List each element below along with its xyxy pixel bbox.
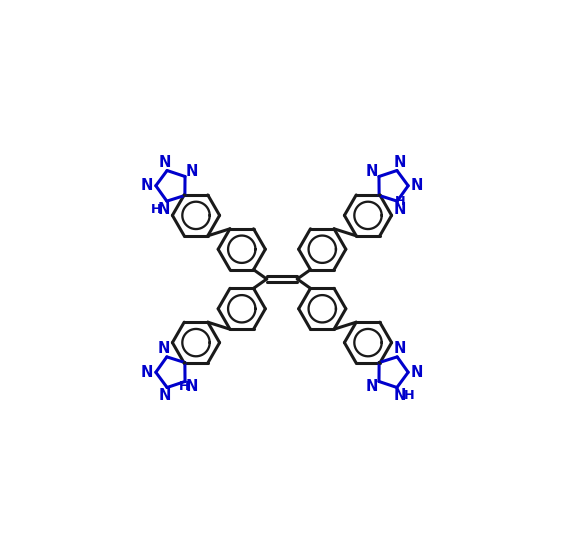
Text: H: H <box>151 203 161 216</box>
Text: N: N <box>186 164 199 179</box>
Text: N: N <box>158 388 170 403</box>
Text: N: N <box>158 341 170 356</box>
Text: N: N <box>365 164 378 179</box>
Text: H: H <box>179 380 190 393</box>
Text: N: N <box>186 379 199 394</box>
Text: H: H <box>395 195 406 208</box>
Text: N: N <box>394 155 406 170</box>
Text: N: N <box>141 178 153 193</box>
Text: N: N <box>365 379 378 394</box>
Text: N: N <box>158 155 170 170</box>
Text: N: N <box>411 178 423 193</box>
Text: N: N <box>141 365 153 380</box>
Text: N: N <box>394 388 406 403</box>
Text: N: N <box>394 202 406 217</box>
Text: H: H <box>404 389 415 402</box>
Text: N: N <box>158 202 170 217</box>
Text: N: N <box>411 365 423 380</box>
Text: N: N <box>394 341 406 356</box>
